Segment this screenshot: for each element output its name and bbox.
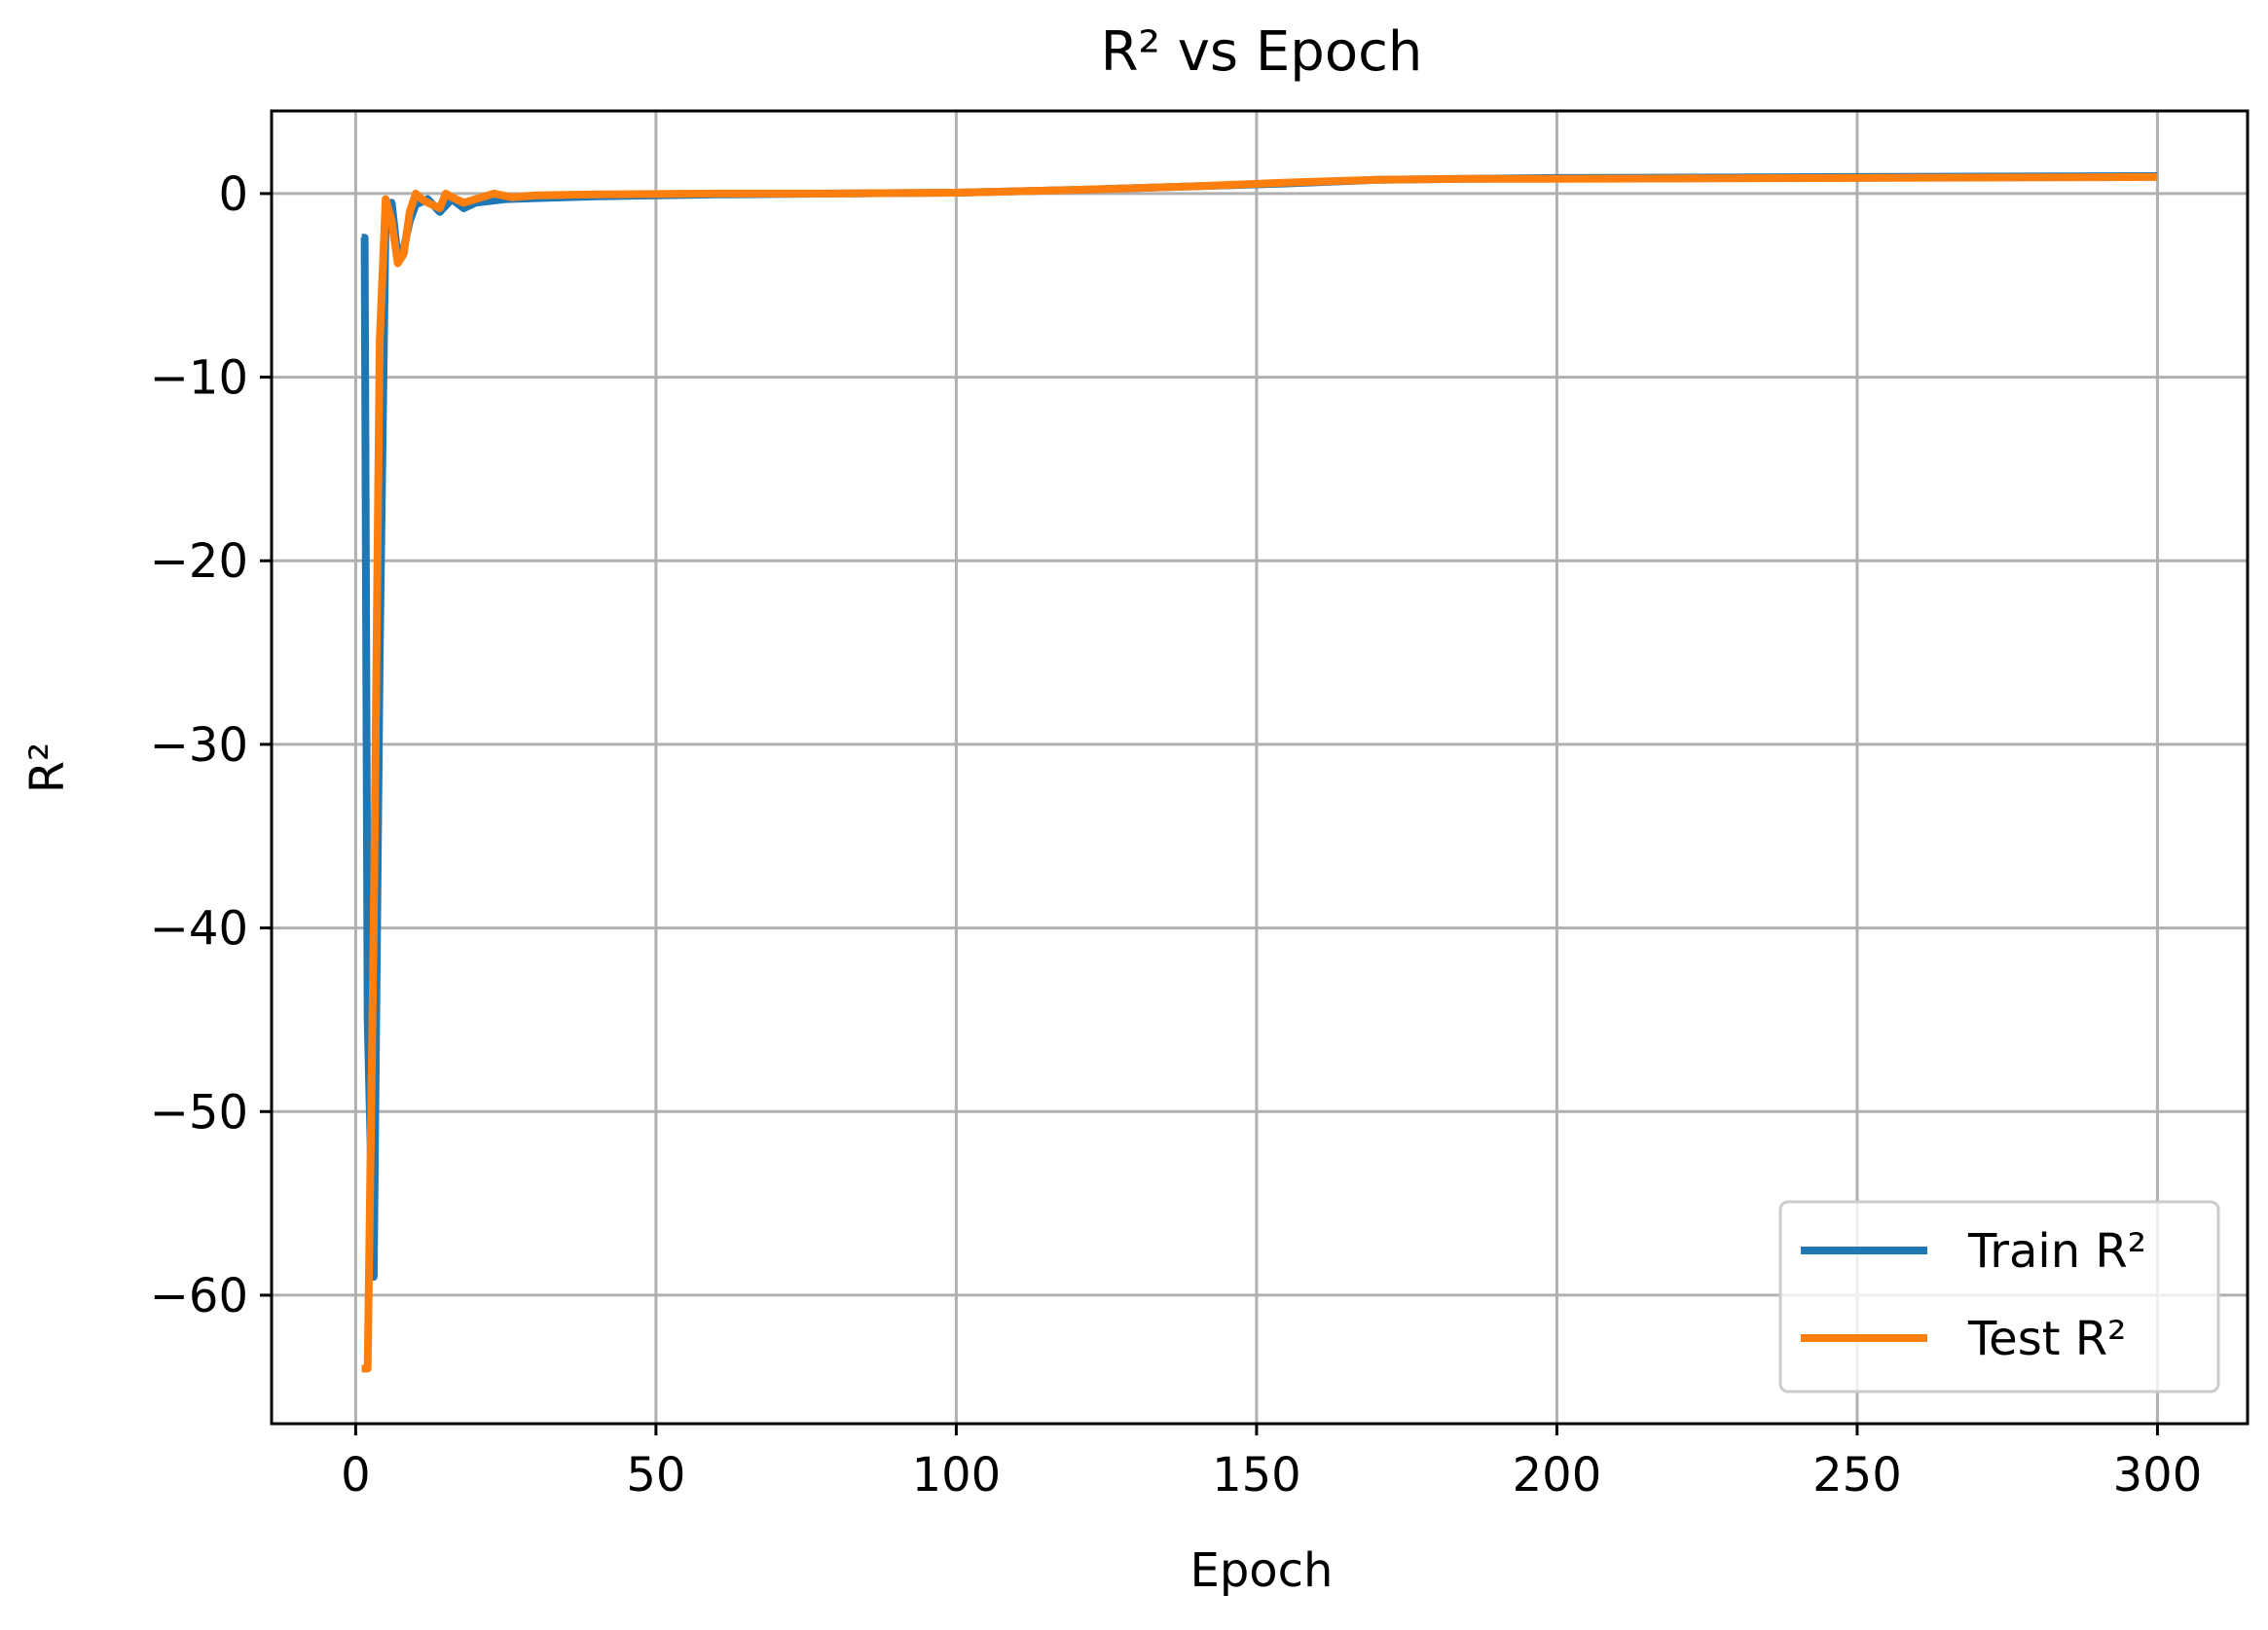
y-tick-label: 0	[218, 167, 248, 222]
y-axis-ticks: 0 −10 −20 −30 −40 −50 −60	[150, 167, 272, 1323]
legend: Train R² Test R²	[1778, 1200, 2220, 1394]
x-tick-label: 100	[912, 1448, 1002, 1503]
y-tick-label: −30	[150, 718, 248, 773]
x-axis-label: Epoch	[1190, 1543, 1334, 1598]
x-tick-label: 150	[1212, 1448, 1301, 1503]
y-tick-label: −10	[150, 351, 248, 406]
y-tick-label: −20	[150, 534, 248, 589]
y-axis-label: R²	[20, 743, 75, 794]
plot-area-frame	[270, 109, 2250, 1426]
series-line-1	[361, 172, 2158, 1373]
x-tick-label: 300	[2113, 1448, 2203, 1503]
x-tick-label: 0	[341, 1448, 371, 1503]
x-tick-label: 50	[626, 1448, 685, 1503]
series-lines	[360, 172, 2158, 1373]
chart-title: R² vs Epoch	[1101, 20, 1423, 84]
y-tick-label: −60	[150, 1269, 248, 1323]
x-axis-ticks: 0 50 100 150 200 250 300	[341, 1424, 2202, 1503]
x-tick-label: 200	[1513, 1448, 1602, 1503]
y-tick-label: −40	[150, 902, 248, 957]
y-tick-label: −50	[150, 1085, 248, 1140]
x-tick-label: 250	[1812, 1448, 1902, 1503]
legend-label-1: Test R²	[1967, 1312, 2126, 1366]
legend-label-0: Train R²	[1967, 1224, 2146, 1279]
